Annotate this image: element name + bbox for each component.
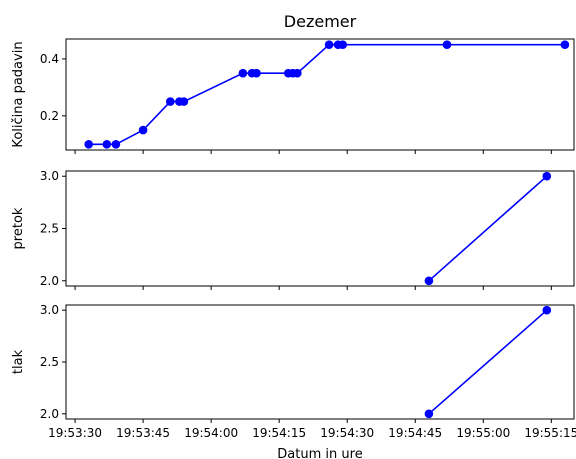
x-tick-label: 19:54:00: [184, 426, 238, 440]
data-point: [293, 68, 302, 78]
data-point: [542, 305, 552, 315]
data-point: [252, 68, 261, 78]
x-tick-label: 19:55:00: [456, 426, 510, 440]
y-tick-label: 3.0: [40, 303, 59, 317]
y-tick-label: 2.0: [40, 274, 59, 288]
x-tick-label: 19:54:15: [252, 426, 306, 440]
subplot-2: 2.0 2.5 3.0 pretok: [11, 169, 575, 290]
data-point: [324, 40, 334, 49]
data-point: [542, 171, 552, 181]
series-line: [428, 309, 548, 415]
x-tick-label: 19:55:15: [524, 426, 576, 440]
y-axis-label: pretok: [11, 207, 26, 249]
axes-frame: [65, 304, 575, 420]
data-point: [442, 40, 452, 49]
y-axis-label: tlak: [11, 349, 26, 374]
y-tick-label: 3.0: [40, 169, 59, 183]
data-point: [111, 140, 121, 149]
subplot-1: 0.2 0.4 Količina padavin: [11, 38, 575, 154]
data-point: [84, 140, 93, 149]
y-tick-label: 2.0: [40, 407, 59, 421]
axes-frame: [65, 38, 575, 151]
y-tick-label: 0.4: [40, 52, 59, 66]
y-tick-label: 2.5: [40, 355, 59, 369]
series-line: [88, 43, 565, 146]
subplot-3: 2.0 2.5 3.0 19:53:30 19:53:45 19:54:00 19:54:1…: [11, 303, 576, 440]
data-point: [102, 140, 112, 149]
x-tick-label: 19:53:30: [48, 426, 102, 440]
y-tick-label: 0.2: [40, 109, 59, 123]
chart-title: Dezemer: [284, 12, 357, 31]
data-point: [238, 68, 248, 78]
axes-frame: [65, 170, 575, 287]
data-point: [179, 97, 189, 106]
y-axis-label: Količina padavin: [11, 41, 26, 147]
data-point: [338, 40, 348, 49]
data-point: [166, 97, 175, 106]
data-point: [424, 276, 434, 286]
x-tick-label: 19:54:45: [388, 426, 442, 440]
x-axis-label: Datum in ure: [277, 447, 362, 459]
x-tick-label: 19:54:30: [320, 426, 374, 440]
series-line: [428, 175, 548, 282]
data-point: [560, 40, 570, 49]
y-tick-label: 2.5: [40, 222, 59, 236]
data-point: [424, 409, 434, 419]
x-tick-label: 19:53:45: [116, 426, 170, 440]
data-point: [138, 125, 148, 135]
